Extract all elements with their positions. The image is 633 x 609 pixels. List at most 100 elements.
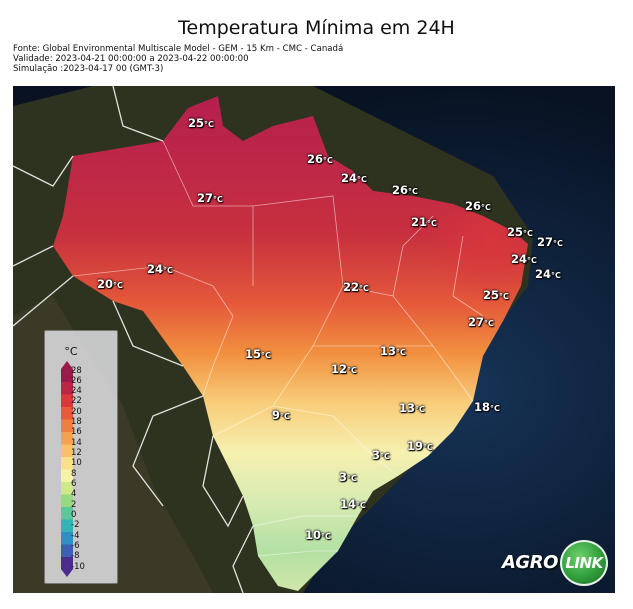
northeast-warm-zone — [343, 176, 528, 356]
temperature-label: 24°C — [535, 267, 561, 281]
logo-word: AGRO — [502, 552, 558, 573]
logo-circle-text: LINK — [565, 554, 603, 572]
temperature-unit: °C — [347, 474, 357, 483]
temperature-label: 24°C — [511, 252, 537, 266]
colorbar-tick-label: -4 — [71, 530, 80, 541]
temperature-unit: °C — [551, 271, 561, 280]
colorbar-segment — [61, 369, 73, 382]
temperature-value: 26 — [392, 183, 409, 197]
validity-line: Validade: 2023-04-21 00:00:00 a 2023-04-… — [13, 54, 249, 64]
temperature-unit: °C — [423, 443, 433, 452]
source-line: Fonte: Global Environmental Multiscale M… — [13, 44, 344, 54]
temperature-unit: °C — [427, 219, 437, 228]
temperature-label: 9°C — [272, 408, 290, 422]
temperature-label: 13°C — [399, 401, 425, 415]
temperature-unit: °C — [113, 281, 123, 290]
temperature-unit: °C — [484, 319, 494, 328]
colorbar-max-arrow — [61, 361, 73, 369]
temperature-label: 26°C — [392, 183, 418, 197]
temperature-value: 22 — [343, 280, 360, 294]
colorbar-segment — [61, 394, 73, 407]
colorbar-segment — [61, 431, 73, 445]
temperature-value: 13 — [399, 401, 416, 415]
temperature-label: 27°C — [537, 235, 563, 249]
temperature-value: 18 — [474, 400, 491, 414]
temperature-label: 27°C — [468, 315, 494, 329]
temperature-value: 25 — [188, 116, 205, 130]
colorbar-segment — [61, 406, 73, 420]
temperature-unit: °C — [499, 292, 509, 301]
map-title: Temperatura Mínima em 24H — [178, 17, 455, 39]
temperature-label: 3°C — [372, 448, 390, 462]
colorbar-min-arrow — [61, 569, 73, 577]
temperature-value: 24 — [341, 171, 358, 185]
country-borders — [13, 86, 254, 593]
temperature-label: 19°C — [407, 439, 433, 453]
colorbar-segment — [61, 506, 73, 520]
colorbar-tick-label: 20 — [71, 406, 82, 417]
temperature-unit: °C — [204, 120, 214, 129]
logo-circle: LINK — [560, 540, 608, 586]
simulation-line: Simulação :2023-04-17 00 (GMT-3) — [13, 64, 164, 74]
colorbar-tick-label: 4 — [71, 489, 77, 500]
colorbar-tick-label: -2 — [71, 520, 80, 531]
colorbar-tick-label: -6 — [71, 540, 80, 551]
colorbar-segment — [61, 519, 73, 532]
temperature-unit: °C — [163, 266, 173, 275]
temperature-unit: °C — [481, 203, 491, 212]
temperature-label: 15°C — [245, 347, 271, 361]
temperature-value: 24 — [147, 262, 164, 276]
agrolink-logo: AGRO LINK — [502, 540, 610, 586]
temperature-value: 3 — [339, 470, 348, 484]
colorbar-segment — [61, 531, 73, 545]
temperature-label: 26°C — [307, 152, 333, 166]
colorbar-tick-label: 14 — [71, 437, 82, 448]
colorbar-segment — [61, 544, 73, 557]
temperature-unit: °C — [408, 187, 418, 196]
temperature-label: 22°C — [343, 280, 369, 294]
temperature-value: 3 — [372, 448, 381, 462]
temperature-label: 10°C — [305, 528, 331, 542]
temperature-unit: °C — [356, 501, 366, 510]
temperature-unit: °C — [280, 412, 290, 421]
temperature-value: 24 — [511, 252, 528, 266]
temperature-value: 25 — [483, 288, 500, 302]
temperature-unit: °C — [396, 348, 406, 357]
temperature-value: 9 — [272, 408, 281, 422]
temperature-label: 24°C — [341, 171, 367, 185]
temperature-unit: °C — [347, 366, 357, 375]
temperature-value: 15 — [245, 347, 262, 361]
colorbar-tick-label: 16 — [71, 427, 82, 438]
temperature-value: 12 — [331, 362, 348, 376]
temperature-value: 26 — [307, 152, 324, 166]
colorbar-tick-label: -8 — [71, 551, 80, 562]
colorbar-tick-label: 8 — [71, 468, 77, 479]
temperature-label: 20°C — [97, 277, 123, 291]
temperature-unit: °C — [261, 351, 271, 360]
colorbar-legend: °C 28 26 24 22 20 18 16 14 12 10 8 6 4 2 0 -2 -4 -6 -8 -10 — [44, 330, 118, 584]
temperature-label: 21°C — [411, 215, 437, 229]
temperature-value: 27 — [537, 235, 554, 249]
temperature-label: 3°C — [339, 470, 357, 484]
temperature-unit: °C — [490, 404, 500, 413]
colorbar-segment — [61, 456, 73, 470]
temperature-label: 25°C — [483, 288, 509, 302]
temperature-unit: °C — [321, 532, 331, 541]
colorbar-tick-label: 0 — [71, 509, 77, 520]
temperature-label: 24°C — [147, 262, 173, 276]
temperature-value: 26 — [465, 199, 482, 213]
temperature-label: 12°C — [331, 362, 357, 376]
temperature-unit: °C — [359, 284, 369, 293]
colorbar-tick-label: 28 — [71, 365, 82, 376]
temperature-unit: °C — [323, 156, 333, 165]
colorbar-segment — [61, 469, 73, 482]
temperature-value: 19 — [407, 439, 424, 453]
temperature-unit: °C — [357, 175, 367, 184]
temperature-value: 27 — [468, 315, 485, 329]
temperature-map: 25°C 26°C 27°C 24°C 26°C 26°C 21°C 25°C 27°C 24°C… — [13, 86, 615, 593]
temperature-label: 26°C — [465, 199, 491, 213]
temperature-value: 13 — [380, 344, 397, 358]
temperature-value: 20 — [97, 277, 114, 291]
state-borders — [72, 140, 484, 557]
temperature-unit: °C — [553, 239, 563, 248]
